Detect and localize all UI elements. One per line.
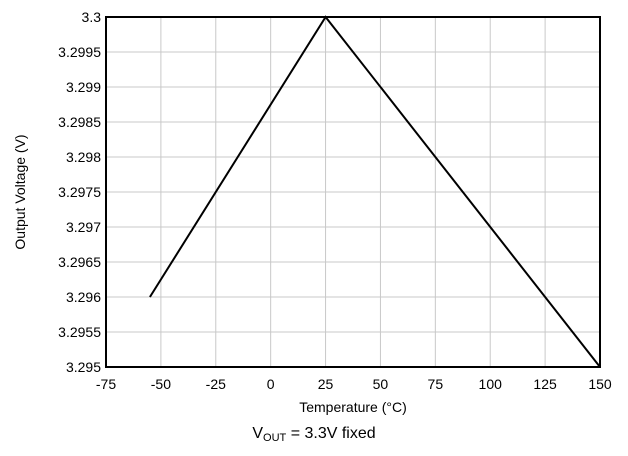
x-tick-label: 50 xyxy=(373,376,389,392)
x-tick-label: 125 xyxy=(533,376,557,392)
plot-frame xyxy=(105,16,601,368)
x-tick-label: 100 xyxy=(479,376,503,392)
y-axis-label: Output Voltage (V) xyxy=(12,134,28,249)
y-tick-label: 3.2995 xyxy=(58,44,101,60)
caption-rest: = 3.3V fixed xyxy=(286,425,376,442)
x-tick-label: -75 xyxy=(96,376,116,392)
caption-subscript: OUT xyxy=(263,432,287,444)
y-tick-label: 3.299 xyxy=(66,79,101,95)
y-tick-label: 3.3 xyxy=(82,9,102,25)
x-tick-label: 0 xyxy=(267,376,275,392)
y-tick-label: 3.2985 xyxy=(58,114,101,130)
y-tick-label: 3.2955 xyxy=(58,324,101,340)
y-tick-label: 3.295 xyxy=(66,359,101,375)
grid-lines xyxy=(106,17,600,367)
y-tick-label: 3.297 xyxy=(66,219,101,235)
x-tick-label: 150 xyxy=(588,376,612,392)
x-tick-label: -50 xyxy=(151,376,171,392)
x-axis-label: Temperature (°C) xyxy=(299,399,407,415)
caption-v: V xyxy=(252,425,264,442)
y-tick-label: 3.296 xyxy=(66,289,101,305)
x-tick-label: 75 xyxy=(428,376,444,392)
y-tick-label: 3.298 xyxy=(66,149,101,165)
x-axis-ticks: -75 -50 -25 0 25 50 75 100 125 150 xyxy=(96,376,612,392)
x-tick-label: 25 xyxy=(318,376,334,392)
y-axis-ticks: 3.3 3.2995 3.299 3.2985 3.298 3.2975 3.297 3.29… xyxy=(58,9,101,375)
x-tick-label: -25 xyxy=(206,376,226,392)
chart-caption: VOUT = 3.3V fixed xyxy=(0,425,628,444)
y-tick-label: 3.2975 xyxy=(58,184,101,200)
y-tick-label: 3.2965 xyxy=(58,254,101,270)
